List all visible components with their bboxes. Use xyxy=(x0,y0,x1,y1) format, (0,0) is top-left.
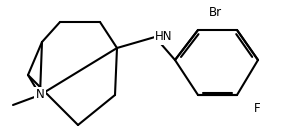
Text: F: F xyxy=(254,101,260,115)
Text: HN: HN xyxy=(155,30,172,44)
Text: N: N xyxy=(36,89,44,101)
Text: Br: Br xyxy=(208,5,222,18)
